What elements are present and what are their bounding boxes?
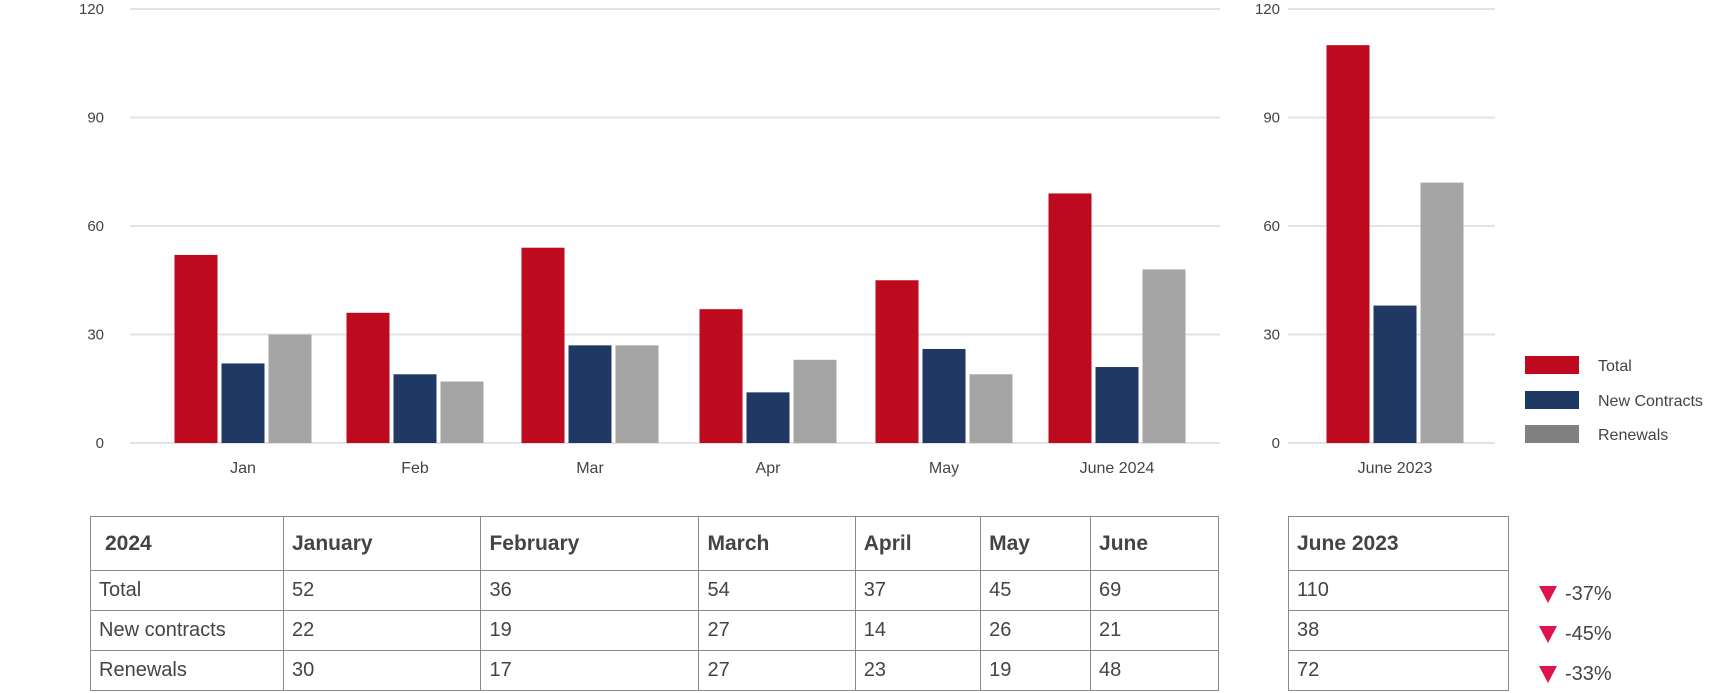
header-may: May <box>980 516 1092 571</box>
cell: 21 <box>1090 610 1219 651</box>
y-tick-label: 120 <box>1255 1 1280 18</box>
bar-new-contracts <box>568 345 612 443</box>
cell: 110 <box>1288 570 1509 611</box>
y-tick-label: 90 <box>87 110 104 127</box>
cell: 72 <box>1288 650 1509 691</box>
y-tick-label: 90 <box>1263 110 1280 127</box>
legend-label: Total <box>1598 358 1632 375</box>
x-tick-label: Apr <box>756 460 782 477</box>
header-jun: June <box>1090 516 1219 571</box>
bar-renewals <box>969 374 1013 443</box>
bar-total <box>1048 193 1092 443</box>
bar-new-contracts <box>1373 305 1417 443</box>
y-tick-label: 30 <box>87 327 104 344</box>
cell: 48 <box>1090 650 1219 691</box>
y-tick-label: 60 <box>1263 218 1280 235</box>
row-label: Renewals <box>90 650 284 691</box>
bar-total <box>699 309 743 443</box>
bar-total <box>346 312 390 443</box>
cell: 37 <box>854 570 982 611</box>
down-triangle-icon <box>1539 626 1557 643</box>
legend-swatch-new-contracts <box>1525 391 1579 409</box>
change-new-contracts: -45% <box>1539 623 1612 646</box>
y-tick-label: 60 <box>87 218 104 235</box>
cell: 45 <box>980 570 1092 611</box>
change-value: -37% <box>1565 583 1612 605</box>
cell: 52 <box>282 570 482 611</box>
cell: 27 <box>698 610 856 651</box>
table-row: 72 <box>1288 650 1509 691</box>
table-header-row: 2024 January February March April May Ju… <box>90 516 1219 571</box>
header-mar: March <box>698 516 856 571</box>
table-row: 38 <box>1288 610 1509 651</box>
bar-total <box>1326 45 1370 444</box>
row-label: New contracts <box>90 610 284 651</box>
header-feb: February <box>480 516 700 571</box>
bar-total <box>521 247 565 443</box>
cell: 36 <box>480 570 700 611</box>
header-year: 2024 <box>90 516 284 571</box>
bar-new-contracts <box>221 363 265 443</box>
cell: 27 <box>698 650 856 691</box>
y-tick-label: 0 <box>1272 435 1280 452</box>
x-tick-label: Feb <box>401 460 429 477</box>
bar-renewals <box>1420 182 1464 443</box>
bar-new-contracts <box>922 348 966 443</box>
cell: 69 <box>1090 570 1219 611</box>
bar-total <box>174 254 218 443</box>
bar-renewals <box>793 359 837 443</box>
down-triangle-icon <box>1539 586 1557 603</box>
table-row: Renewals 30 17 27 23 19 48 <box>90 650 1219 691</box>
cell: 19 <box>980 650 1092 691</box>
x-tick-label: Mar <box>576 460 604 477</box>
x-tick-label: Jan <box>230 460 256 477</box>
bar-renewals <box>1142 269 1186 443</box>
table-row: Total 52 36 54 37 45 69 <box>90 570 1219 611</box>
table-june-2023: June 2023 110 38 72 <box>1288 516 1509 691</box>
cell: 17 <box>480 650 700 691</box>
x-tick-label: June 2024 <box>1080 460 1155 477</box>
x-tick-label: May <box>929 460 959 477</box>
legend-swatch-renewals <box>1525 425 1579 443</box>
change-value: -45% <box>1565 623 1612 645</box>
cell: 23 <box>854 650 982 691</box>
legend-label: Renewals <box>1598 427 1668 444</box>
change-renewals: -33% <box>1539 663 1612 686</box>
header-apr: April <box>854 516 982 571</box>
row-label: Total <box>90 570 284 611</box>
table-2024: 2024 January February March April May Ju… <box>90 516 1219 691</box>
x-tick-label: June 2023 <box>1358 460 1433 477</box>
legend-label: New Contracts <box>1598 393 1703 410</box>
cell: 38 <box>1288 610 1509 651</box>
change-value: -33% <box>1565 663 1612 685</box>
down-triangle-icon <box>1539 666 1557 683</box>
header-jan: January <box>282 516 482 571</box>
y-tick-label: 120 <box>79 1 104 18</box>
table-row: 110 <box>1288 570 1509 611</box>
cell: 22 <box>282 610 482 651</box>
table-header-row: June 2023 <box>1288 516 1509 571</box>
header-june-2023: June 2023 <box>1288 516 1509 571</box>
bar-new-contracts <box>1095 367 1139 443</box>
bar-chart: 0 30 60 90 120 Jan Feb Mar Apr May June 2024 0 30 60 9… <box>79 1 1703 477</box>
y-tick-label: 0 <box>96 435 104 452</box>
bar-renewals <box>615 345 659 443</box>
cell: 19 <box>480 610 700 651</box>
bar-renewals <box>440 381 484 443</box>
bar-new-contracts <box>393 374 437 443</box>
table-row: New contracts 22 19 27 14 26 21 <box>90 610 1219 651</box>
legend-swatch-total <box>1525 356 1579 374</box>
bar-total <box>875 280 919 443</box>
change-total: -37% <box>1539 583 1612 606</box>
y-tick-label: 30 <box>1263 327 1280 344</box>
cell: 54 <box>698 570 856 611</box>
cell: 26 <box>980 610 1092 651</box>
cell: 30 <box>282 650 482 691</box>
bar-new-contracts <box>746 392 790 443</box>
cell: 14 <box>854 610 982 651</box>
bar-renewals <box>268 334 312 443</box>
